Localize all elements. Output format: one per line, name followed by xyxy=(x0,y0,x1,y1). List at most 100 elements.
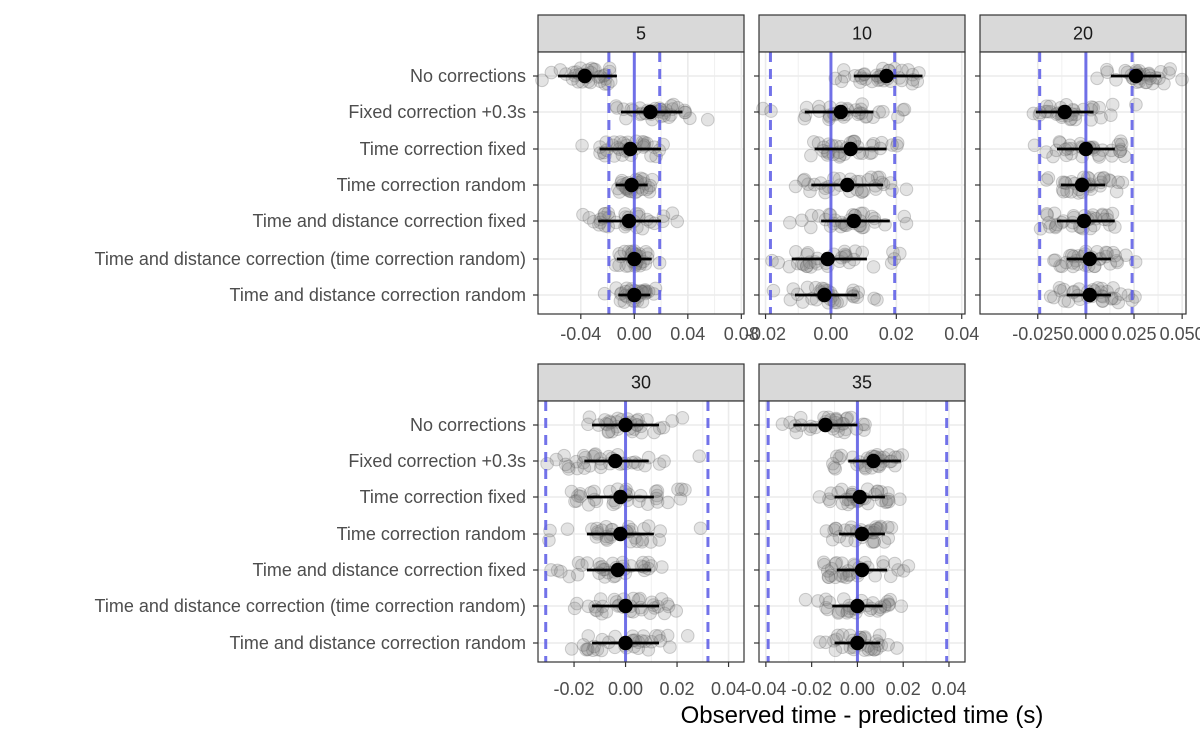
raw-point xyxy=(661,495,675,510)
raw-point xyxy=(601,424,616,439)
facet-strip xyxy=(979,14,1187,53)
raw-point xyxy=(653,524,668,538)
raw-point xyxy=(825,532,840,547)
panel-border xyxy=(537,51,745,315)
raw-point xyxy=(583,459,597,473)
raw-point xyxy=(599,531,614,546)
mean-point xyxy=(624,177,639,193)
raw-point xyxy=(835,628,850,642)
raw-point xyxy=(795,295,810,309)
raw-point xyxy=(1113,134,1128,149)
raw-point xyxy=(1113,287,1128,301)
mean-point xyxy=(1082,287,1097,303)
raw-point xyxy=(568,494,582,509)
raw-point xyxy=(680,628,695,643)
raw-point xyxy=(890,641,904,655)
y-category-label: No corrections xyxy=(410,415,526,435)
raw-point xyxy=(1055,182,1070,197)
raw-point xyxy=(661,599,676,614)
raw-point xyxy=(665,414,679,428)
raw-point xyxy=(804,220,818,235)
raw-point xyxy=(590,603,604,618)
raw-point xyxy=(633,600,648,615)
raw-point xyxy=(870,293,884,307)
raw-point xyxy=(557,448,571,463)
raw-point xyxy=(820,564,835,578)
mean-point xyxy=(1074,177,1090,193)
raw-point xyxy=(564,642,579,656)
raw-point xyxy=(1113,144,1127,159)
mean-point xyxy=(627,287,642,303)
raw-point xyxy=(804,148,818,163)
raw-point xyxy=(1103,174,1118,188)
raw-point xyxy=(1111,175,1125,190)
raw-point xyxy=(1043,220,1057,234)
x-tick-label: 0.04 xyxy=(670,324,705,344)
raw-point xyxy=(783,215,797,230)
raw-point xyxy=(1109,253,1124,268)
raw-point xyxy=(652,457,667,471)
panel-border xyxy=(758,400,966,663)
raw-points xyxy=(540,410,708,658)
raw-point xyxy=(683,111,697,126)
mean-point xyxy=(618,635,633,651)
raw-point xyxy=(806,135,821,149)
mean-point xyxy=(577,68,593,84)
panel-border xyxy=(758,51,966,315)
raw-point xyxy=(789,245,803,259)
raw-point xyxy=(649,491,664,506)
raw-point xyxy=(1048,253,1063,267)
raw-point xyxy=(1108,220,1122,234)
raw-point xyxy=(579,642,593,657)
x-tick-label: 0.025 xyxy=(1111,324,1156,344)
raw-point xyxy=(1065,219,1079,233)
raw-point xyxy=(544,65,559,80)
raw-point xyxy=(673,492,688,506)
raw-point xyxy=(1106,281,1120,295)
raw-point xyxy=(831,628,845,643)
x-tick-label: 0.08 xyxy=(724,324,759,344)
raw-point xyxy=(822,492,836,507)
mean-point xyxy=(833,104,848,120)
raw-point xyxy=(678,483,692,497)
raw-point xyxy=(561,462,576,476)
raw-point xyxy=(803,184,817,199)
raw-point xyxy=(650,495,665,509)
raw-point xyxy=(905,76,920,91)
raw-point xyxy=(1039,173,1054,187)
raw-point xyxy=(797,111,812,126)
raw-point xyxy=(1102,173,1116,187)
mean-point xyxy=(818,417,833,433)
raw-point xyxy=(795,256,809,271)
mean-point xyxy=(613,526,628,542)
raw-point xyxy=(670,214,685,229)
raw-point xyxy=(828,570,843,585)
raw-point xyxy=(840,533,854,548)
y-category-label: Time correction random xyxy=(337,524,526,544)
raw-point xyxy=(625,455,639,470)
raw-point xyxy=(1157,76,1171,91)
mean-point xyxy=(618,417,633,433)
raw-point xyxy=(812,490,827,504)
raw-point xyxy=(649,484,663,499)
raw-point xyxy=(643,606,657,620)
raw-point xyxy=(675,410,690,425)
raw-point xyxy=(564,484,579,499)
raw-point xyxy=(1113,144,1127,158)
y-category-label: Time and distance correction (time corre… xyxy=(95,249,527,269)
raw-point xyxy=(885,183,899,197)
panel-background xyxy=(538,401,744,662)
raw-point xyxy=(660,597,675,611)
raw-point xyxy=(1048,219,1063,234)
raw-point xyxy=(553,63,568,77)
raw-point xyxy=(879,495,893,510)
raw-point xyxy=(872,170,887,185)
x-tick-label: 0.02 xyxy=(660,679,695,699)
raw-point xyxy=(899,216,914,231)
raw-point xyxy=(876,555,890,569)
raw-point xyxy=(671,482,685,497)
raw-point xyxy=(560,522,575,536)
raw-point xyxy=(693,521,708,536)
raw-point xyxy=(666,97,681,112)
